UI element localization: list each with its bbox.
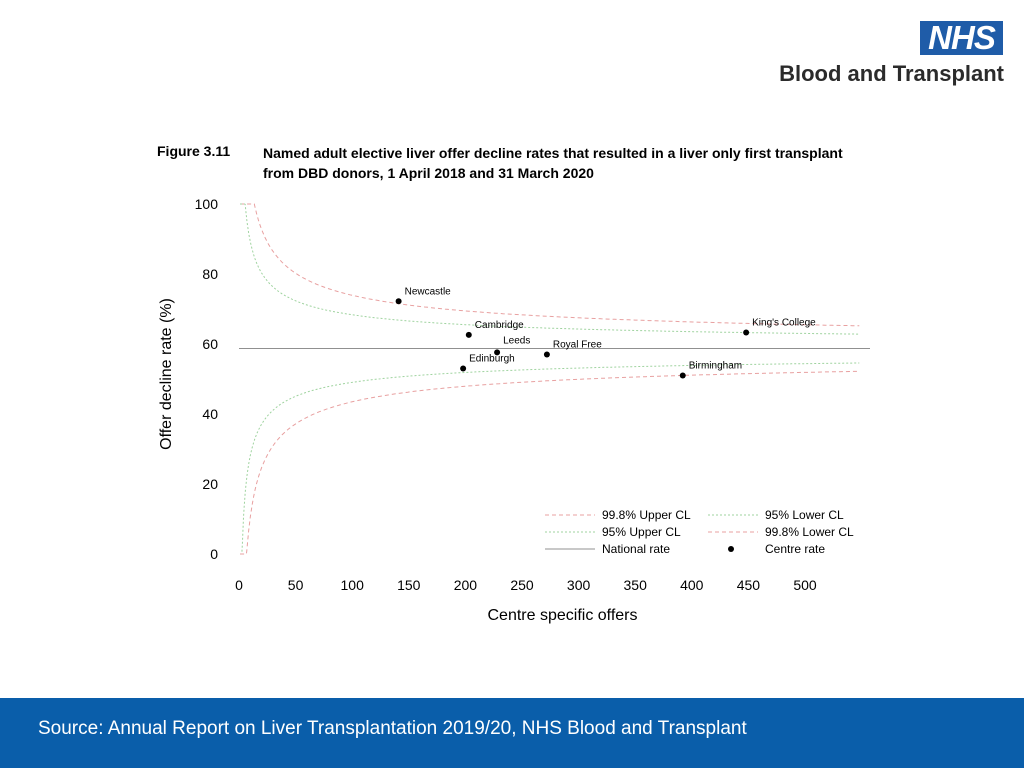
y-tick-label: 20	[202, 476, 218, 492]
legend-label: 99.8% Lower CL	[765, 525, 854, 539]
x-tick-label: 500	[793, 577, 817, 593]
y-tick-label: 100	[195, 196, 219, 212]
footer-bar: Source: Annual Report on Liver Transplan…	[0, 698, 1024, 768]
figure-number: Figure 3.11	[157, 143, 231, 159]
y-tick-label: 80	[202, 266, 218, 282]
x-tick-label: 350	[624, 577, 648, 593]
legend-label: Centre rate	[765, 542, 825, 556]
y-tick-label: 0	[210, 546, 218, 562]
centre-point	[679, 372, 686, 379]
x-axis-title: Centre specific offers	[488, 607, 638, 624]
y-tick-label: 40	[202, 406, 218, 422]
x-tick-label: 300	[567, 577, 591, 593]
y-axis-title: Offer decline rate (%)	[158, 298, 175, 450]
figure-title: Named adult elective liver offer decline…	[263, 145, 843, 181]
centre-label: Newcastle	[405, 286, 452, 297]
funnel-limit-95-lower-cl	[240, 362, 860, 555]
x-tick-label: 250	[510, 577, 534, 593]
centre-point	[395, 298, 402, 305]
legend-label: 99.8% Upper CL	[602, 508, 691, 522]
x-tick-label: 100	[341, 577, 365, 593]
centre-point	[743, 329, 750, 336]
funnel-limit-99-8-upper-cl	[240, 203, 860, 327]
nhs-blood-and-transplant-logo: NHS Blood and Transplant	[769, 21, 1004, 91]
y-tick-label: 60	[202, 336, 218, 352]
legend-label: National rate	[602, 542, 670, 556]
centre-label: Birmingham	[689, 361, 742, 372]
legend-swatch	[728, 546, 734, 552]
x-tick-label: 0	[235, 577, 243, 593]
centre-point	[465, 331, 472, 338]
funnel-limit-95-upper-cl	[240, 203, 860, 335]
centre-label: Royal Free	[553, 340, 602, 351]
x-tick-label: 150	[397, 577, 421, 593]
centre-point	[494, 349, 501, 356]
legend-label: 95% Upper CL	[602, 525, 681, 539]
centre-label: Cambridge	[475, 320, 524, 331]
centre-label: King's College	[752, 317, 816, 328]
x-tick-label: 50	[288, 577, 304, 593]
centre-label: Leeds	[503, 335, 530, 346]
x-tick-label: 450	[737, 577, 761, 593]
logo-organisation-name: Blood and Transplant	[779, 61, 1004, 86]
centre-point	[543, 351, 550, 358]
x-tick-label: 200	[454, 577, 478, 593]
funnel-plot: 0 20 40 60 80 100 0 50 100 150 200 250 300 350 400 450 5…	[158, 196, 870, 624]
x-tick-label: 400	[680, 577, 704, 593]
centre-label: Edinburgh	[469, 354, 515, 365]
nhs-logo-mark: NHS	[920, 21, 1003, 55]
legend-label: 95% Lower CL	[765, 508, 844, 522]
footer-source: Source: Annual Report on Liver Transplan…	[38, 718, 747, 739]
centre-point	[460, 365, 467, 372]
